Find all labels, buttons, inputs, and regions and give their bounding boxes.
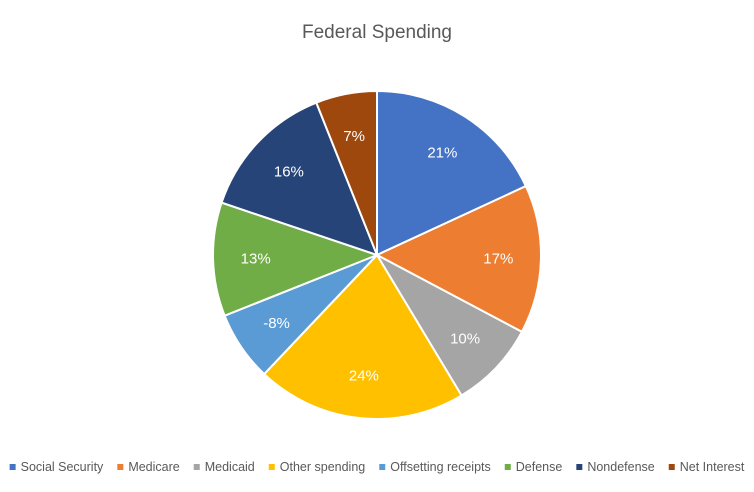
legend-item-social-security: Social Security bbox=[9, 460, 104, 474]
data-label-net-interest: 7% bbox=[343, 128, 365, 145]
legend-label: Social Security bbox=[21, 460, 104, 474]
data-label-defense: 13% bbox=[241, 250, 271, 267]
legend-label: Offsetting receipts bbox=[390, 460, 491, 474]
legend-label: Defense bbox=[516, 460, 563, 474]
legend-label: Medicaid bbox=[205, 460, 255, 474]
legend-label: Net Interest bbox=[680, 460, 745, 474]
legend-item-net-interest: Net Interest bbox=[668, 460, 745, 474]
legend-swatch bbox=[668, 464, 675, 470]
data-label-medicare: 17% bbox=[483, 250, 513, 267]
legend-swatch bbox=[193, 464, 200, 470]
legend-swatch bbox=[504, 464, 511, 470]
data-label-nondefense: 16% bbox=[274, 164, 304, 181]
legend-swatch bbox=[117, 464, 124, 470]
legend-item-defense: Defense bbox=[504, 460, 563, 474]
legend-item-other-spending: Other spending bbox=[268, 460, 366, 474]
pie-slice-net-interest bbox=[314, 89, 378, 256]
legend-item-nondefense: Nondefense bbox=[576, 460, 655, 474]
legend-swatch bbox=[9, 464, 16, 470]
legend-swatch bbox=[379, 464, 386, 470]
data-label-medicaid: 10% bbox=[450, 330, 480, 347]
chart-title: Federal Spending bbox=[302, 22, 452, 43]
data-label-other-spending: 24% bbox=[349, 368, 379, 385]
pie-slice-medicaid bbox=[374, 252, 524, 397]
pie-slice-social-security bbox=[376, 89, 528, 257]
pie-slice-other-spending bbox=[262, 253, 463, 420]
legend-item-offsetting-receipts: Offsetting receipts bbox=[379, 460, 491, 474]
legend-label: Nondefense bbox=[587, 460, 654, 474]
pie-slice-medicare bbox=[374, 184, 542, 334]
pie-slice-defense bbox=[212, 201, 380, 318]
legend-label: Other spending bbox=[280, 460, 366, 474]
legend-item-medicaid: Medicaid bbox=[193, 460, 255, 474]
data-label-social-security: 21% bbox=[427, 145, 457, 162]
legend: Social Security Medicare Medicaid Other spe… bbox=[9, 460, 745, 474]
pie-slices bbox=[212, 89, 542, 420]
legend-swatch bbox=[268, 464, 275, 470]
legend-label: Medicare bbox=[128, 460, 179, 474]
pie-slice-nondefense bbox=[220, 101, 379, 257]
pie-data-labels: 21% 17% 10% 24% -8% 13% 16% 7% bbox=[241, 128, 514, 385]
legend-item-medicare: Medicare bbox=[117, 460, 180, 474]
data-label-offsetting-receipts: -8% bbox=[263, 315, 290, 332]
legend-swatch bbox=[576, 464, 583, 470]
